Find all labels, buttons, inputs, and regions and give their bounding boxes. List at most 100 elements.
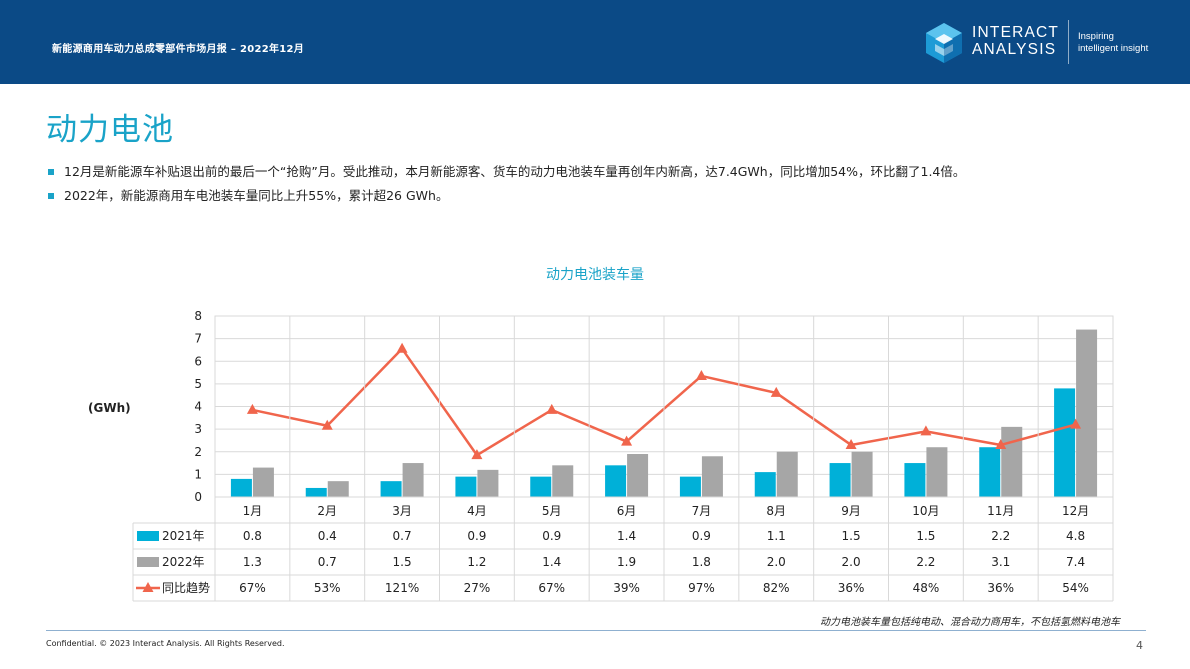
legend-swatch-2022年: [137, 557, 159, 567]
bar-2022年: [701, 456, 723, 497]
x-category-label: 4月: [467, 504, 487, 518]
footer-divider: [46, 630, 1146, 631]
table-value: 97%: [688, 581, 715, 595]
bar-2021年: [1054, 388, 1076, 497]
table-value: 39%: [613, 581, 640, 595]
x-category-label: 10月: [912, 504, 939, 518]
table-value: 67%: [239, 581, 266, 595]
legend-label: 2022年: [162, 555, 205, 569]
x-category-label: 7月: [692, 504, 712, 518]
table-value: 0.9: [542, 529, 561, 543]
bar-2022年: [627, 454, 649, 497]
chart-title: 动力电池装车量: [546, 267, 644, 283]
x-category-label: 6月: [617, 504, 637, 518]
bar-2022年: [851, 451, 873, 497]
bar-2022年: [776, 451, 798, 497]
bar-2021年: [305, 487, 327, 497]
y-tick-label: 6: [194, 354, 202, 368]
copyright-text: Confidential. © 2023 Interact Analysis. …: [46, 639, 285, 648]
x-category-label: 11月: [987, 504, 1014, 518]
table-value: 1.2: [467, 555, 486, 569]
bar-2021年: [754, 472, 776, 497]
bar-2022年: [477, 469, 499, 497]
table-value: 67%: [538, 581, 565, 595]
table-value: 1.8: [692, 555, 711, 569]
table-value: 121%: [385, 581, 419, 595]
y-tick-label: 2: [194, 445, 202, 459]
table-value: 2.0: [842, 555, 861, 569]
table-value: 1.4: [617, 529, 636, 543]
bar-2022年: [1001, 426, 1023, 497]
bar-2022年: [252, 467, 274, 497]
legend-label: 2021年: [162, 529, 205, 543]
bar-2022年: [402, 463, 424, 497]
table-value: 48%: [913, 581, 940, 595]
yoy-point-marker: [920, 425, 932, 436]
bar-2021年: [979, 447, 1001, 497]
table-value: 7.4: [1066, 555, 1085, 569]
table-value: 1.3: [243, 555, 262, 569]
table-value: 82%: [763, 581, 790, 595]
bar-2022年: [552, 465, 574, 497]
report-title: 新能源商用车动力总成零部件市场月报 – 2022年12月: [52, 44, 305, 55]
logo-tagline: Inspiring intelligent insight: [1078, 31, 1149, 54]
bar-2021年: [679, 476, 701, 497]
bar-2021年: [380, 481, 402, 497]
yoy-point-marker: [995, 438, 1007, 449]
table-value: 1.1: [767, 529, 786, 543]
yoy-point-marker: [546, 403, 558, 414]
table-value: 1.5: [916, 529, 935, 543]
yoy-point-marker: [770, 386, 782, 397]
table-value: 54%: [1062, 581, 1089, 595]
y-tick-label: 7: [194, 332, 202, 346]
table-value: 2.2: [916, 555, 935, 569]
legend-label: 同比趋势: [162, 581, 210, 595]
bar-2021年: [829, 463, 851, 497]
x-category-label: 5月: [542, 504, 562, 518]
table-value: 1.5: [842, 529, 861, 543]
yoy-point-marker: [845, 438, 857, 449]
bullet-item: 2022年，新能源商用车电池装车量同比上升55%，累计超26 GWh。: [46, 188, 1146, 204]
page-number: 4: [1136, 639, 1143, 652]
bar-2021年: [230, 478, 252, 497]
bar-2022年: [926, 447, 948, 497]
y-tick-label: 8: [194, 309, 202, 323]
table-value: 0.9: [467, 529, 486, 543]
table-value: 27%: [464, 581, 491, 595]
x-category-label: 1月: [243, 504, 263, 518]
bullet-list: 12月是新能源车补贴退出前的最后一个“抢购”月。受此推动，本月新能源客、货车的动…: [46, 164, 1146, 212]
logo-wordmark: INTERACT ANALYSIS: [972, 24, 1060, 58]
table-value: 0.9: [692, 529, 711, 543]
x-category-label: 8月: [766, 504, 786, 518]
y-tick-label: 0: [194, 490, 202, 504]
chart-footnote: 动力电池装车量包括纯电动、混合动力商用车，不包括氢燃料电池车: [820, 617, 1120, 628]
table-value: 1.5: [393, 555, 412, 569]
yoy-point-marker: [695, 369, 707, 380]
y-tick-label: 4: [194, 400, 202, 414]
table-value: 1.4: [542, 555, 561, 569]
x-category-label: 3月: [392, 504, 412, 518]
yoy-point-marker: [1070, 418, 1082, 429]
table-value: 36%: [838, 581, 865, 595]
yoy-point-marker: [396, 342, 408, 353]
table-value: 4.8: [1066, 529, 1085, 543]
bar-2021年: [530, 476, 552, 497]
yoy-point-marker: [246, 403, 258, 414]
table-value: 0.7: [393, 529, 412, 543]
table-value: 0.4: [318, 529, 337, 543]
table-value: 3.1: [991, 555, 1010, 569]
bar-2022年: [1076, 329, 1098, 497]
logo-divider: [1068, 20, 1069, 64]
yoy-point-marker: [321, 419, 333, 430]
y-tick-label: 5: [194, 377, 202, 391]
yoy-point-marker: [471, 449, 483, 460]
table-value: 53%: [314, 581, 341, 595]
bar-2021年: [904, 463, 926, 497]
table-value: 1.9: [617, 555, 636, 569]
table-value: 0.7: [318, 555, 337, 569]
y-tick-label: 3: [194, 422, 202, 436]
table-value: 0.8: [243, 529, 262, 543]
bar-2022年: [327, 481, 349, 497]
bar-2021年: [605, 465, 627, 497]
